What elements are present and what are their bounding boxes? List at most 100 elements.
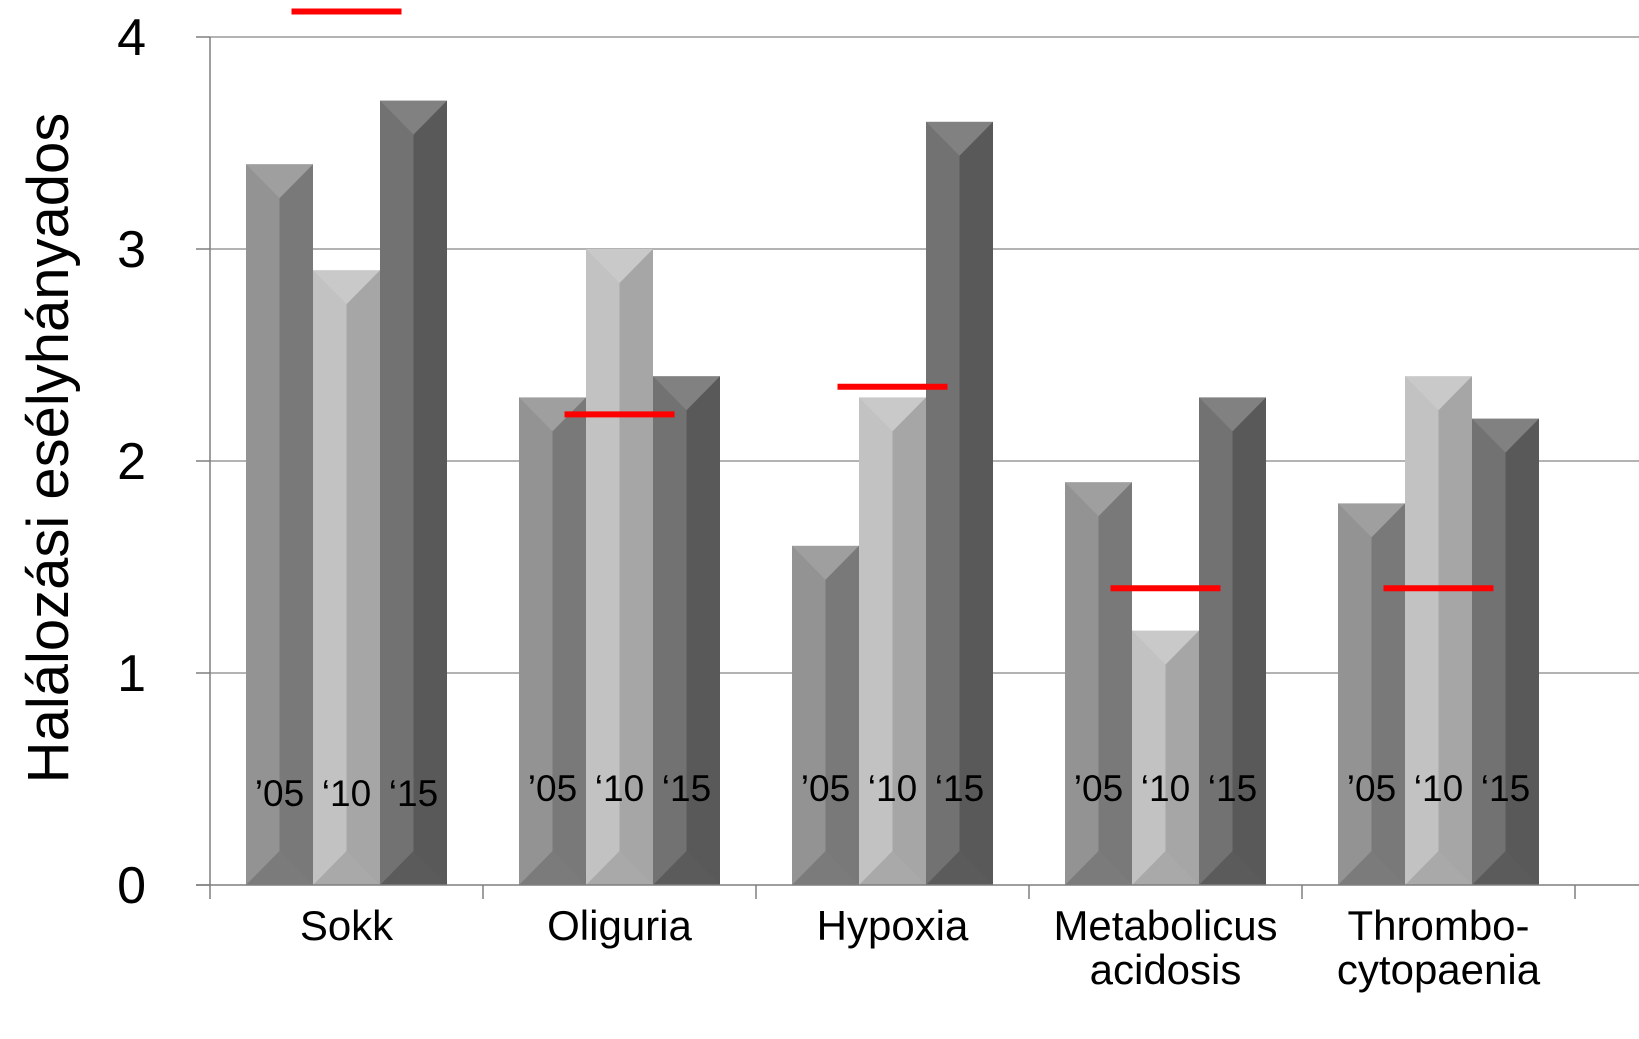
bar-bevel-top: [1338, 503, 1405, 538]
bar-bevel-bottom: [586, 851, 653, 885]
bar-bevel-top: [380, 100, 447, 135]
bar: [653, 376, 720, 885]
bar-bevel-bottom: [1405, 851, 1472, 885]
bar-bevel-bottom: [1065, 851, 1132, 885]
x-category-label: cytopaenia: [1337, 946, 1541, 993]
bar-bevel-bottom: [653, 851, 720, 885]
bar-bevel-bottom: [313, 851, 380, 885]
bar-bevel-bottom: [1472, 851, 1539, 885]
bar-bevel-right: [1371, 503, 1405, 885]
x-category-label: Oliguria: [547, 902, 692, 949]
bar-bevel-left: [1199, 397, 1233, 885]
bar-bevel-top: [926, 121, 993, 156]
bar-bevel-left: [586, 249, 620, 885]
x-category-label: Sokk: [300, 902, 394, 949]
bar-bevel-right: [959, 121, 993, 886]
bar: [1472, 418, 1539, 885]
bar-body: [586, 249, 653, 885]
reference-layer: [291, 8, 1494, 592]
bar: [380, 100, 447, 886]
bar-bevel-right: [552, 397, 586, 885]
y-tick-label: 4: [117, 9, 146, 67]
bar-bevel-left: [792, 545, 826, 885]
bar-bevel-bottom: [1199, 851, 1266, 885]
bar-bevel-bottom: [1338, 851, 1405, 885]
bar-bevel-top: [859, 397, 926, 432]
bar: [1199, 397, 1266, 885]
bar-bevel-left: [1065, 482, 1099, 885]
bar: [792, 545, 859, 885]
y-tick-label: 0: [117, 857, 146, 915]
bar-body: [1132, 630, 1199, 885]
bar-year-label: ‘10: [1141, 768, 1190, 809]
x-category-label: Hypoxia: [817, 902, 969, 949]
bar-body: [519, 397, 586, 885]
bar: [926, 121, 993, 886]
bar-bevel-bottom: [859, 851, 926, 885]
bar: [1065, 482, 1132, 885]
bar-year-label: ’05: [255, 773, 304, 814]
bar-bevel-top: [792, 545, 859, 580]
bar-bevel-top: [519, 397, 586, 432]
bar-year-label: ‘15: [389, 773, 438, 814]
x-category-label: acidosis: [1090, 946, 1242, 993]
bar-bevel-left: [1405, 376, 1439, 885]
bar-body: [1338, 503, 1405, 885]
bar-year-label: ‘15: [1481, 768, 1530, 809]
bar-year-label: ’05: [1074, 768, 1123, 809]
bar-bevel-left: [519, 397, 553, 885]
bar: [1132, 630, 1199, 885]
bar-bevel-right: [892, 397, 926, 885]
bar-year-label: ‘10: [868, 768, 917, 809]
bar-bevel-right: [1098, 482, 1132, 885]
bar-bevel-right: [346, 270, 380, 885]
bar-body: [313, 270, 380, 885]
bar-bevel-left: [1132, 630, 1166, 885]
bar-bevel-bottom: [246, 851, 313, 885]
bar-year-label: ‘15: [935, 768, 984, 809]
bar: [1338, 503, 1405, 885]
y-tick-label: 1: [117, 645, 146, 703]
bar-body: [859, 397, 926, 885]
bar-bevel-left: [1472, 418, 1506, 885]
bar-bevel-top: [1132, 630, 1199, 665]
axis-layer: 0 1 2 3 4 Sokk Oliguria Hypoxia Metabolicusacido…: [117, 9, 1639, 993]
bar-bevel-left: [1338, 503, 1372, 885]
bar-year-label: ’05: [1347, 768, 1396, 809]
bar-body: [246, 164, 313, 885]
bar-bevel-left: [380, 100, 414, 886]
y-tick-label: 2: [117, 433, 146, 491]
x-category-label: Thrombo-: [1347, 902, 1529, 949]
bar-bevel-top: [1065, 482, 1132, 517]
bar-bevel-right: [279, 164, 313, 885]
bar-bevel-top: [313, 270, 380, 305]
bar-bevel-right: [1438, 376, 1472, 885]
bar-bevel-top: [1405, 376, 1472, 411]
bar-bevel-bottom: [380, 851, 447, 885]
bar-bevel-left: [653, 376, 687, 885]
bar: [313, 270, 380, 885]
bar-bevel-right: [413, 100, 447, 886]
bar-bevel-right: [1165, 630, 1199, 885]
bar-bevel-right: [619, 249, 653, 885]
bar: [586, 249, 653, 885]
bar: [1405, 376, 1472, 885]
bar-bevel-right: [1505, 418, 1539, 885]
bar: [246, 164, 313, 885]
bar-body: [1472, 418, 1539, 885]
x-category-label: Metabolicus: [1053, 902, 1277, 949]
bar-year-label: ‘10: [322, 773, 371, 814]
bar-body: [1199, 397, 1266, 885]
bar: [519, 397, 586, 885]
bar-bevel-left: [246, 164, 280, 885]
bar-body: [926, 121, 993, 886]
bar-year-label: ‘10: [1414, 768, 1463, 809]
bar-bevel-left: [926, 121, 960, 886]
bar-year-label: ‘15: [662, 768, 711, 809]
bar-bevel-bottom: [519, 851, 586, 885]
bar-bevel-bottom: [926, 851, 993, 885]
y-tick-label: 3: [117, 221, 146, 279]
bar-bevel-right: [1232, 397, 1266, 885]
